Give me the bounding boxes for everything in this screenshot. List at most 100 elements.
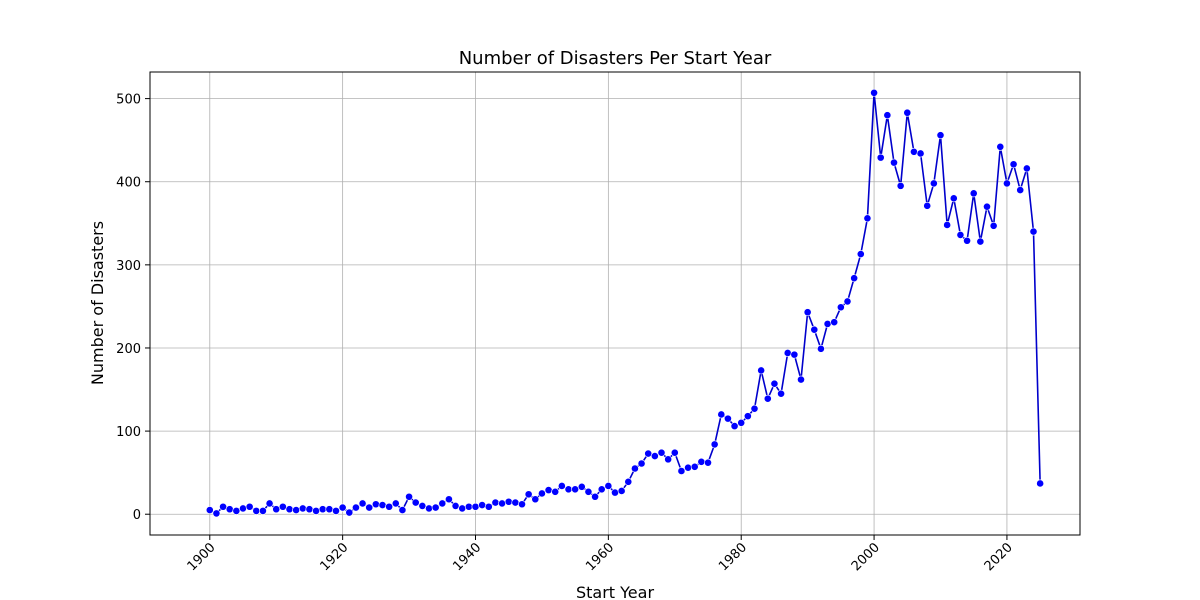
data-point [338, 503, 347, 512]
data-point [657, 448, 666, 457]
data-point [571, 485, 580, 494]
data-point [817, 344, 825, 353]
data-point [438, 499, 447, 508]
data-point [431, 503, 440, 512]
data-point [650, 452, 659, 460]
data-point [491, 498, 500, 507]
data-point [969, 189, 978, 198]
data-point [843, 297, 852, 306]
data-point [664, 455, 673, 464]
data-point [983, 202, 991, 211]
data-point [557, 482, 566, 490]
data-point [245, 502, 254, 511]
data-point [903, 108, 912, 117]
data-point [856, 250, 865, 258]
data-layer [205, 88, 1045, 518]
data-point [418, 502, 427, 510]
y-tick-label: 100 [116, 425, 141, 440]
data-point [471, 502, 480, 511]
y-tick-label: 400 [116, 176, 141, 191]
data-point [305, 505, 314, 514]
data-point [976, 237, 985, 246]
data-point [292, 506, 301, 514]
data-point [551, 487, 560, 496]
data-point [425, 504, 433, 513]
data-point [830, 318, 839, 327]
y-tick-label: 0 [133, 508, 141, 523]
x-axis-title: Start Year [576, 583, 654, 600]
data-point [963, 236, 971, 245]
data-point [318, 505, 327, 514]
data-point [704, 458, 712, 467]
data-point [836, 303, 845, 312]
data-point [996, 142, 1005, 151]
data-point [611, 488, 619, 497]
data-point [916, 149, 925, 158]
data-point [1036, 479, 1045, 488]
data-point [378, 501, 387, 509]
data-point [624, 477, 633, 486]
data-point [371, 500, 380, 509]
data-point [717, 410, 726, 419]
data-point [604, 482, 613, 490]
data-point [743, 412, 752, 421]
data-point [345, 508, 354, 517]
y-axis: 0 100 200 300 400 500 [116, 93, 150, 523]
data-point [511, 498, 520, 507]
data-point [398, 506, 407, 514]
data-point [949, 194, 958, 203]
data-point [325, 505, 334, 514]
y-tick-label: 200 [116, 342, 141, 357]
data-point [1003, 179, 1011, 188]
data-point [265, 499, 274, 508]
data-point [956, 231, 965, 239]
data-point [225, 505, 234, 514]
chart-title: Number of Disasters Per Start Year [459, 48, 772, 69]
plot-frame [149, 71, 1081, 536]
data-point [1009, 160, 1018, 169]
data-point [252, 506, 261, 515]
data-point [777, 389, 785, 398]
data-point [670, 448, 679, 457]
data-point [1029, 227, 1038, 236]
data-point [312, 506, 320, 515]
data-point [544, 486, 553, 495]
data-point [803, 308, 812, 317]
y-tick-label: 300 [116, 259, 141, 274]
data-point [518, 500, 526, 509]
data-point [358, 499, 367, 508]
data-point [591, 492, 599, 501]
data-point [524, 490, 533, 499]
data-point [684, 463, 692, 472]
data-point [484, 502, 493, 511]
data-point [797, 375, 805, 384]
data-point [352, 503, 360, 512]
data-point [285, 505, 294, 514]
data-point [478, 501, 487, 509]
data-point [870, 88, 878, 97]
data-point [239, 504, 247, 513]
data-point [929, 179, 938, 188]
data-point [697, 457, 706, 466]
data-point [730, 422, 739, 431]
data-point [451, 502, 460, 510]
data-point [1016, 186, 1025, 194]
data-point [910, 147, 918, 156]
data-point [923, 201, 932, 210]
data-point [298, 504, 307, 513]
data-point [724, 414, 732, 423]
data-point [445, 495, 453, 504]
data-point [584, 487, 593, 496]
data-point [597, 485, 606, 494]
data-point [278, 502, 287, 511]
grid [150, 72, 1080, 535]
data-point [564, 485, 573, 494]
data-point [710, 440, 719, 449]
data-point [212, 509, 221, 518]
data-point [1022, 164, 1031, 173]
data-point [896, 181, 905, 190]
data-point [531, 495, 540, 504]
data-point [936, 131, 945, 140]
data-point [850, 274, 859, 283]
